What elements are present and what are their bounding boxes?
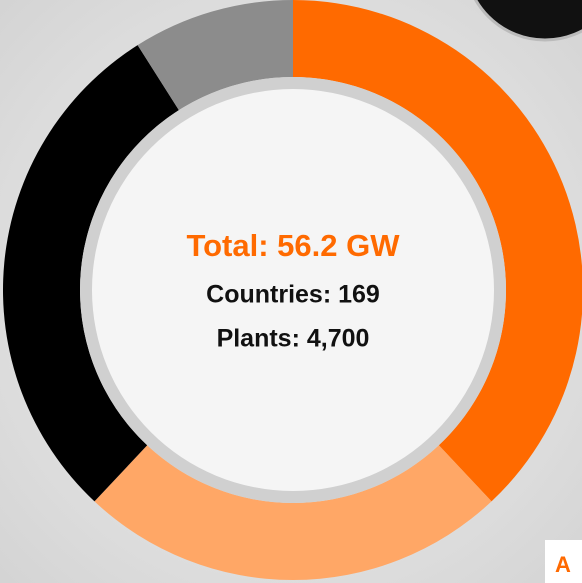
corner-circle bbox=[473, 0, 582, 42]
center-text: Total: 56.2 GW bbox=[186, 228, 400, 263]
donut-segment bbox=[94, 445, 492, 581]
donut-segment bbox=[293, 0, 582, 502]
corner-label: A bbox=[555, 552, 571, 577]
center-text: Plants: 4,700 bbox=[217, 325, 370, 353]
donut-segment bbox=[2, 45, 179, 502]
center-text: Countries: 169 bbox=[206, 281, 380, 309]
donut-segment bbox=[137, 0, 293, 111]
inner-disc bbox=[92, 89, 494, 491]
corner-panel bbox=[545, 540, 582, 583]
